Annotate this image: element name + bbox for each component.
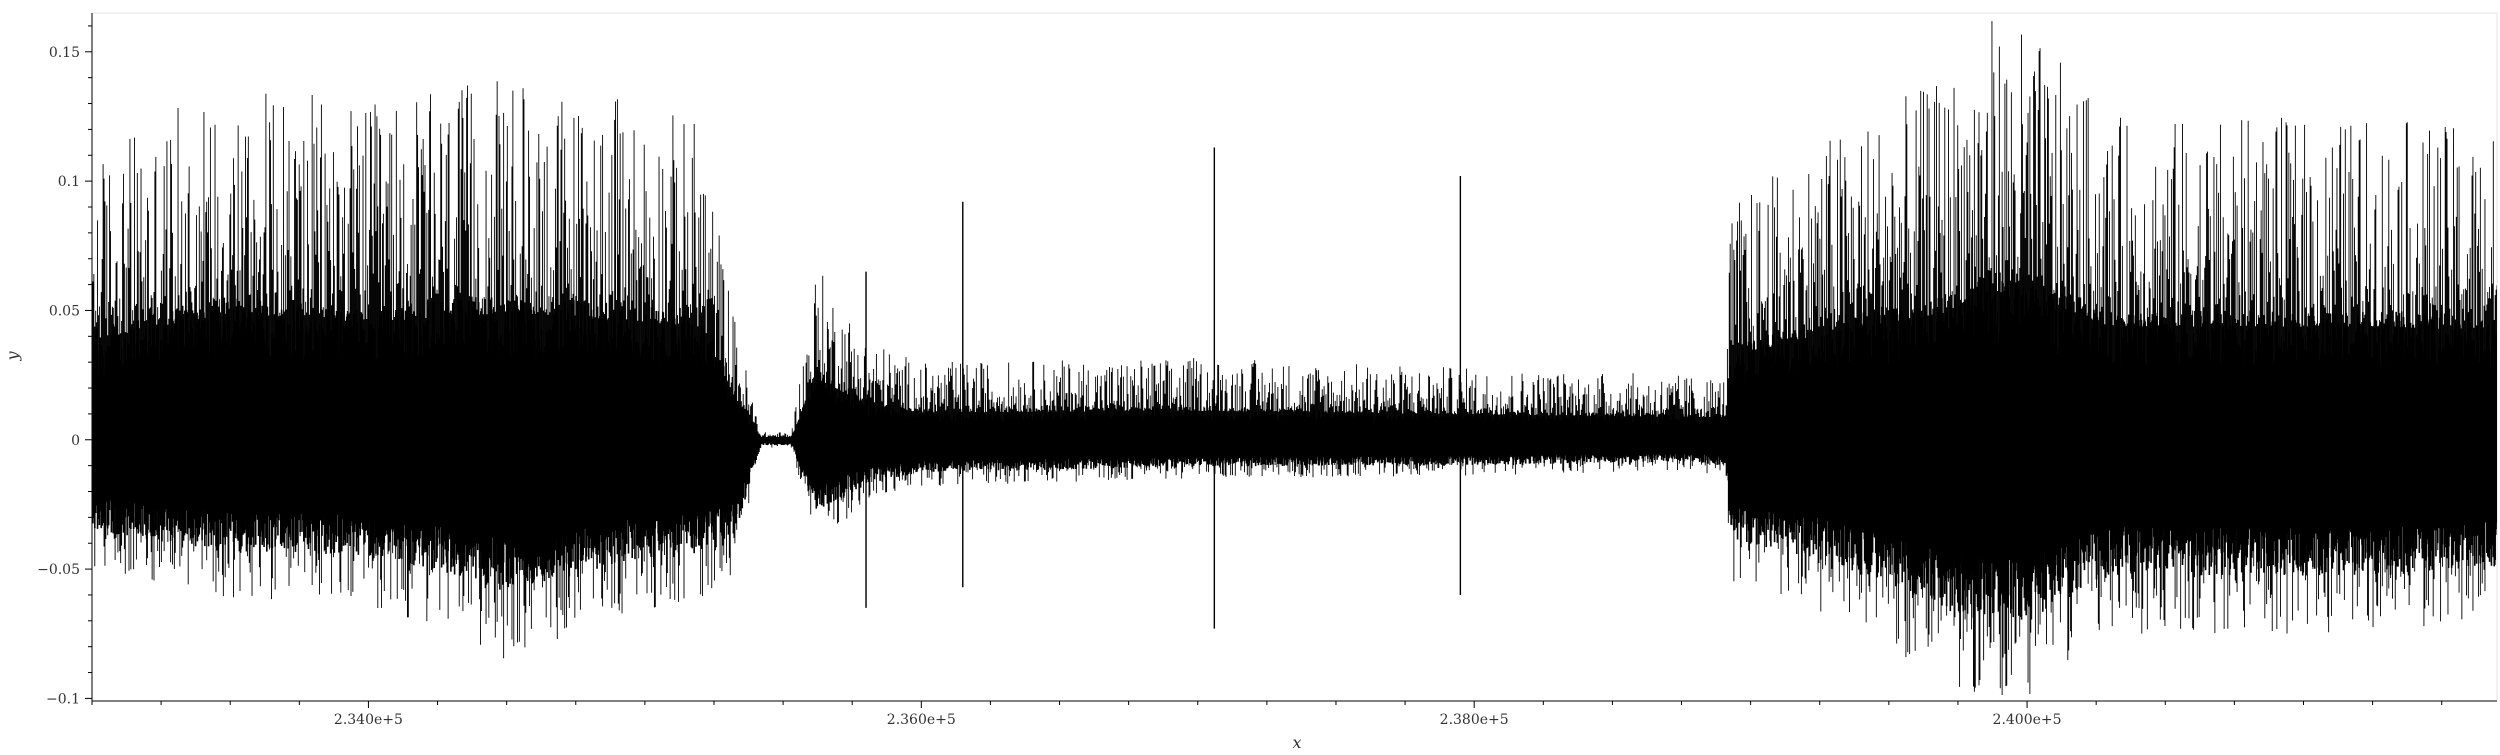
y-axis-label: y	[3, 351, 22, 362]
signal-core	[92, 270, 2497, 620]
x-tick-label: 2.360e+5	[887, 712, 956, 728]
y-tick-label: 0.15	[49, 45, 80, 61]
y-tick-label: 0.05	[49, 303, 80, 319]
y-tick-label: −0.1	[46, 691, 80, 707]
y-tick-label: 0.1	[58, 174, 80, 190]
x-tick-label: 2.340e+5	[334, 712, 403, 728]
axes: 2.340e+5 2.360e+5 2.380e+5 2.400e+5 0.15 0.1 0…	[37, 13, 2497, 728]
x-tick-label: 2.380e+5	[1440, 712, 1509, 728]
signal-trace	[92, 21, 2497, 695]
x-tick-label: 2.400e+5	[1993, 712, 2062, 728]
y-tick-label: −0.05	[37, 562, 80, 578]
y-tick-label: 0	[71, 433, 80, 449]
x-axis-label: x	[1292, 733, 1301, 750]
